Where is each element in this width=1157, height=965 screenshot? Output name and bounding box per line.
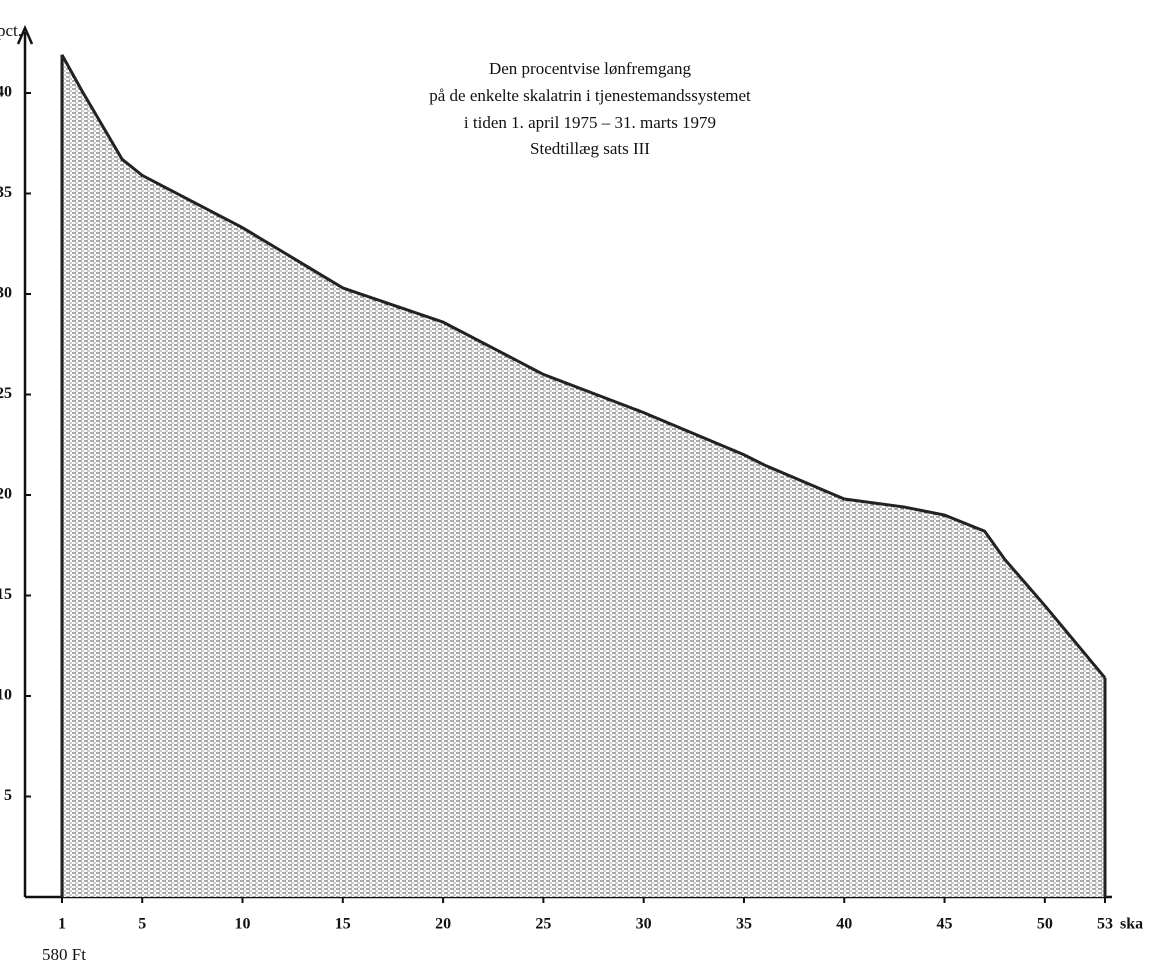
title-line: Den procentvise lønfremgang	[489, 59, 692, 78]
y-tick-label: 25	[0, 385, 12, 402]
x-tick-label: 40	[836, 916, 852, 933]
area	[62, 54, 1105, 898]
y-axis-arrow	[16, 24, 34, 45]
title-line: Stedtillæg sats III	[530, 139, 650, 158]
x-tick-label: 50	[1037, 916, 1053, 933]
x-tick-label: 5	[138, 916, 146, 933]
x-tick-label: 25	[535, 916, 551, 933]
x-tick-label: 45	[937, 916, 953, 933]
note: 580 Ft	[42, 945, 86, 964]
x-tick-label: 53	[1097, 916, 1113, 933]
y-tick-label: 40	[0, 84, 12, 101]
y-tick-label: 15	[0, 586, 12, 603]
y-tick-label: 20	[0, 486, 12, 503]
x-tick-label: 20	[435, 916, 451, 933]
title-line: på de enkelte skalatrin i tjenestemandss…	[429, 86, 751, 105]
area-line	[60, 54, 1107, 679]
y-tick-label: 5	[4, 787, 12, 804]
x-tick-label: 15	[335, 916, 351, 933]
x-tick-label: 1	[58, 916, 66, 933]
x-tick-label: 35	[736, 916, 752, 933]
y-tick-label: 10	[0, 687, 12, 704]
x-tick-label: 10	[235, 916, 251, 933]
title-line: i tiden 1. april 1975 – 31. marts 1979	[464, 113, 716, 132]
y-tick-label: 30	[0, 285, 12, 302]
y-tick-label: 35	[0, 184, 12, 201]
x-axis-label: ska	[1120, 916, 1143, 933]
y-axis-label: pct.	[0, 21, 22, 40]
x-tick-label: 30	[636, 916, 652, 933]
